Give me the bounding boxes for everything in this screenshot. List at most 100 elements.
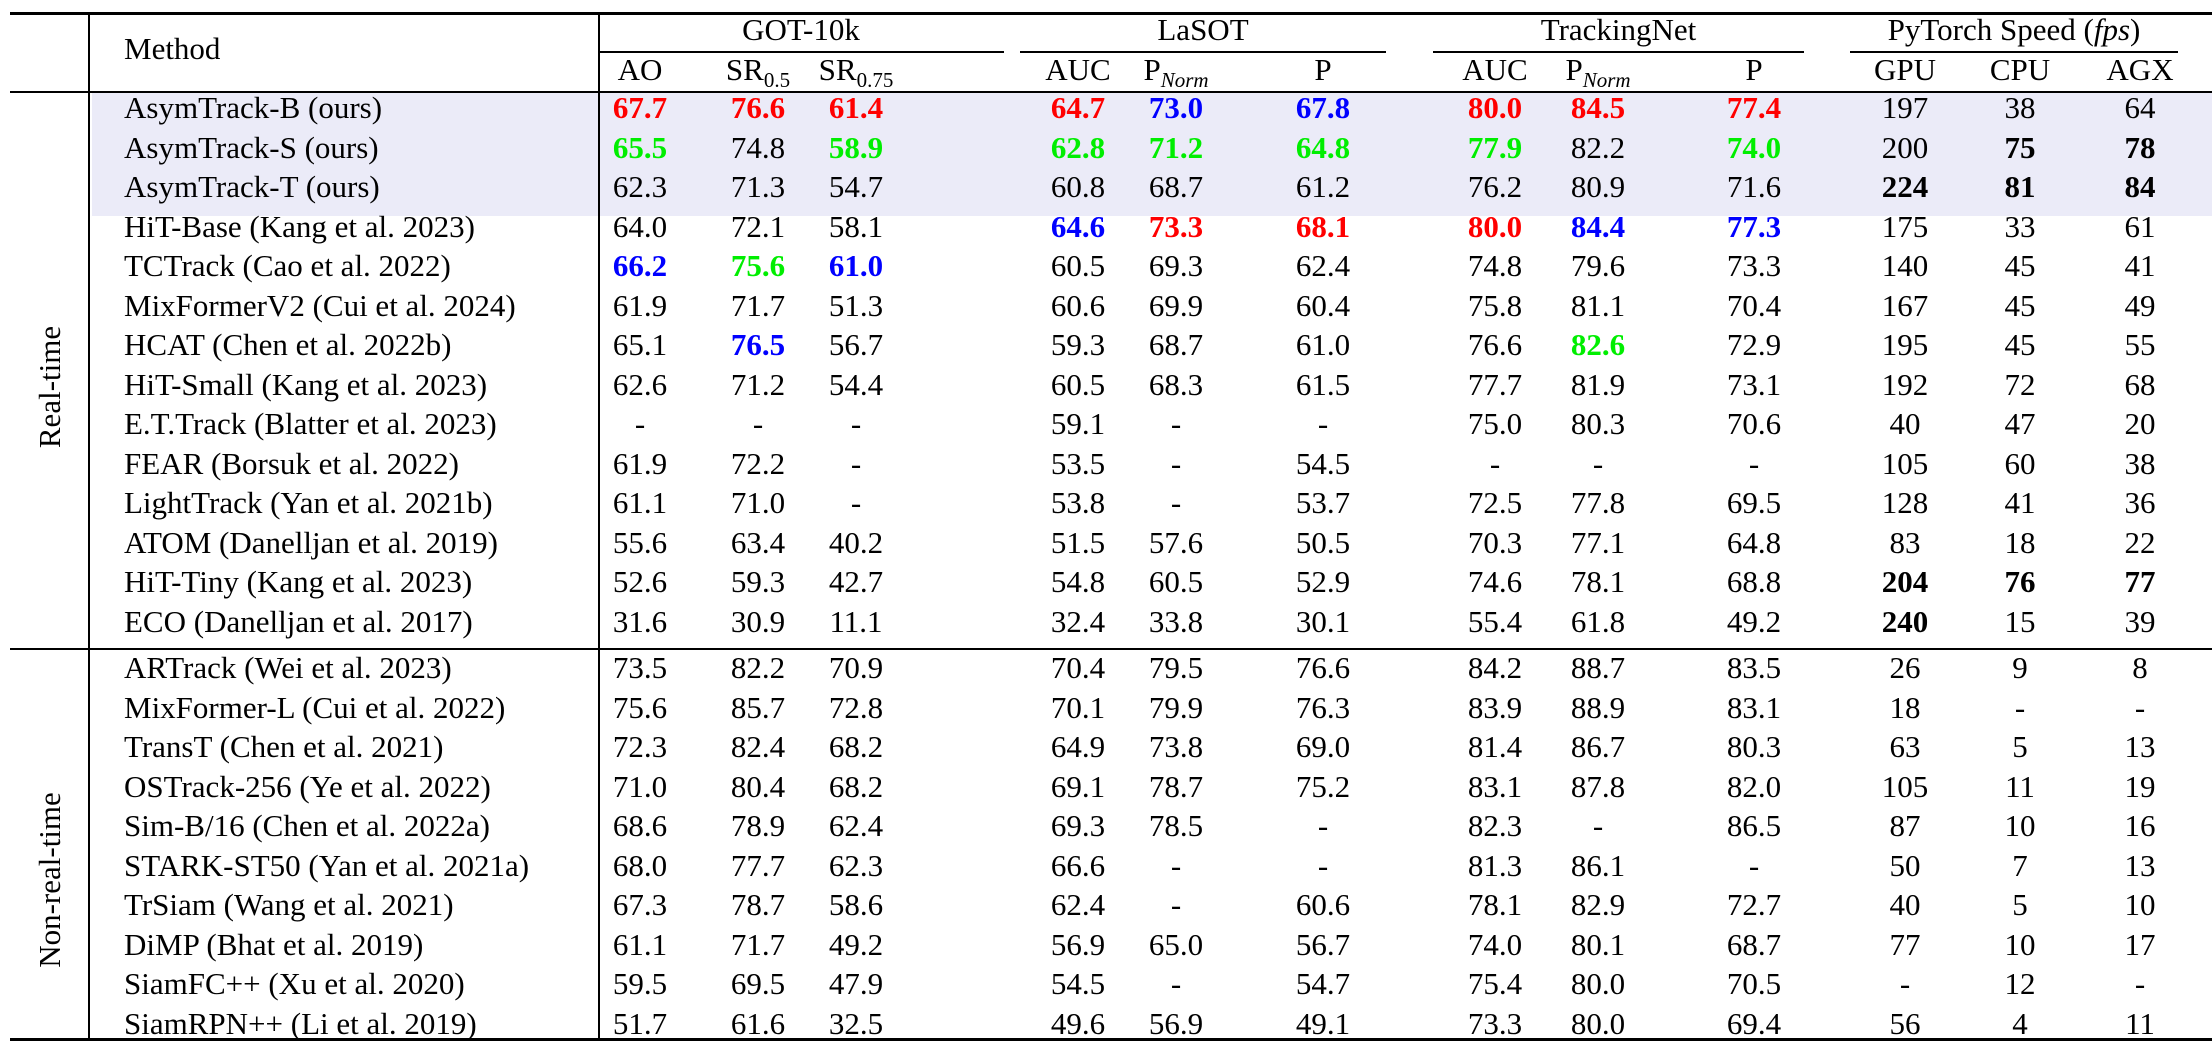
table-cell: 76.6	[730, 90, 786, 125]
method-name: AsymTrack-T (ours)	[124, 169, 380, 204]
table-cell: 69.9	[1148, 287, 1204, 323]
table-cell: 60.5	[1050, 366, 1106, 402]
table-cell: 9	[2012, 650, 2028, 685]
group-underline-0	[598, 51, 1004, 53]
table-cell: 71.6	[1726, 169, 1782, 204]
table-cell: -	[1170, 406, 1182, 441]
table-cell: 64.9	[1050, 729, 1106, 764]
metric-text: AUC	[1462, 52, 1528, 87]
metric-header-6: AUC	[1462, 52, 1527, 88]
group-header-3: PyTorch Speed (fps)	[1888, 12, 2141, 48]
table-cell: 38	[2004, 90, 2036, 125]
table-cell: 52.6	[612, 564, 668, 599]
table-cell: 74.8	[1467, 248, 1523, 283]
table-cell: 175	[1881, 208, 1929, 244]
table-cell: 197	[1881, 90, 1929, 125]
table-cell: 70.4	[1726, 287, 1782, 323]
table-cell: 56.9	[1148, 1005, 1204, 1041]
table-cell: 68.3	[1148, 366, 1204, 402]
table-cell: 63	[1889, 729, 1921, 764]
table-cell: 74.6	[1467, 564, 1523, 599]
table-cell: 15	[2004, 603, 2036, 639]
table-cell: 60.5	[1148, 564, 1204, 599]
table-cell: 64	[2124, 90, 2156, 125]
table-cell: 40.2	[828, 524, 884, 560]
table-cell: 50.5	[1295, 524, 1351, 560]
table-cell: 64.0	[612, 208, 668, 244]
table-cell: 61.6	[730, 1005, 786, 1041]
table-cell: 64.6	[1050, 208, 1106, 244]
table-cell: 69.3	[1148, 248, 1204, 283]
table-cell: 55	[2124, 327, 2156, 362]
table-cell: 80.3	[1570, 406, 1626, 441]
table-cell: 52.9	[1295, 564, 1351, 599]
table-cell: 85.7	[730, 689, 786, 725]
table-cell: 49.2	[1726, 603, 1782, 639]
table-cell: -	[1489, 445, 1501, 481]
table-cell: 62.8	[1050, 129, 1106, 165]
metric-text: GPU	[1873, 52, 1937, 87]
table-cell: 61.0	[828, 248, 884, 283]
table-cell: 82.6	[1570, 327, 1626, 362]
table-cell: 66.2	[612, 248, 668, 283]
table-cell: 49.1	[1295, 1005, 1351, 1041]
table-cell: 39	[2124, 603, 2156, 639]
table-cell: -	[850, 485, 862, 520]
group-name: PyTorch Speed (	[1887, 12, 2094, 47]
table-cell: 69.0	[1295, 729, 1351, 764]
table-cell: 4	[2012, 1005, 2028, 1041]
header-rule	[10, 91, 2212, 93]
table-cell: 68.2	[828, 729, 884, 764]
table-cell: 70.9	[828, 650, 884, 685]
table-cell: 61	[2124, 208, 2156, 244]
table-cell: 82.4	[730, 729, 786, 764]
table-cell: 16	[2124, 808, 2156, 843]
table-cell: 45	[2004, 287, 2036, 323]
table-cell: 81.4	[1467, 729, 1523, 764]
table-cell: 74.0	[1726, 129, 1782, 165]
method-name: TrSiam (Wang et al. 2021)	[124, 887, 454, 922]
table-cell: 51.7	[612, 1005, 668, 1041]
metric-text: P	[1745, 52, 1763, 87]
metric-subscript: 0.5	[763, 68, 791, 92]
method-name: TCTrack (Cao et al. 2022)	[124, 248, 451, 283]
table-cell: 61.4	[828, 90, 884, 125]
table-cell: 73.3	[1726, 248, 1782, 283]
table-cell: 61.2	[1295, 169, 1351, 204]
table-cell: 60.8	[1050, 169, 1106, 204]
table-cell: 79.6	[1570, 248, 1626, 283]
metric-header-11: AGX	[2106, 52, 2173, 88]
table-cell: 80.3	[1726, 729, 1782, 764]
table-cell: 31.6	[612, 603, 668, 639]
table-cell: 67.8	[1295, 90, 1351, 125]
method-name: OSTrack-256 (Ye et al. 2022)	[124, 768, 491, 804]
table-cell: 68	[2124, 366, 2156, 402]
table-cell: 81	[2004, 169, 2036, 204]
table-cell: 13	[2124, 847, 2156, 883]
table-cell: -	[752, 406, 764, 441]
table-cell: 13	[2124, 729, 2156, 764]
table-cell: 71.0	[612, 768, 668, 804]
metric-text: AO	[617, 52, 663, 87]
metric-text: CPU	[1989, 52, 2051, 87]
table-cell: 59.3	[730, 564, 786, 599]
table-cell: 26	[1889, 650, 1921, 685]
table-cell: 54.7	[1295, 966, 1351, 1001]
table-cell: 78.1	[1467, 887, 1523, 922]
table-cell: 40	[1889, 887, 1921, 922]
metric-text: AUC	[1045, 52, 1111, 87]
table-cell: -	[850, 406, 862, 441]
table-cell: 84.5	[1570, 90, 1626, 125]
table-cell: 77.4	[1726, 90, 1782, 125]
table-cell: 87.8	[1570, 768, 1626, 804]
table-cell: 70.1	[1050, 689, 1106, 725]
group-name: TrackingNet	[1540, 12, 1697, 47]
table-cell: 68.7	[1148, 169, 1204, 204]
section-label-realtime: Real-time	[32, 325, 67, 448]
table-cell: 5	[2012, 887, 2028, 922]
table-cell: 71.7	[730, 287, 786, 323]
table-cell: 68.7	[1148, 327, 1204, 362]
table-cell: 36	[2124, 485, 2156, 520]
table-cell: 72.7	[1726, 887, 1782, 922]
table-cell: 128	[1881, 485, 1929, 520]
